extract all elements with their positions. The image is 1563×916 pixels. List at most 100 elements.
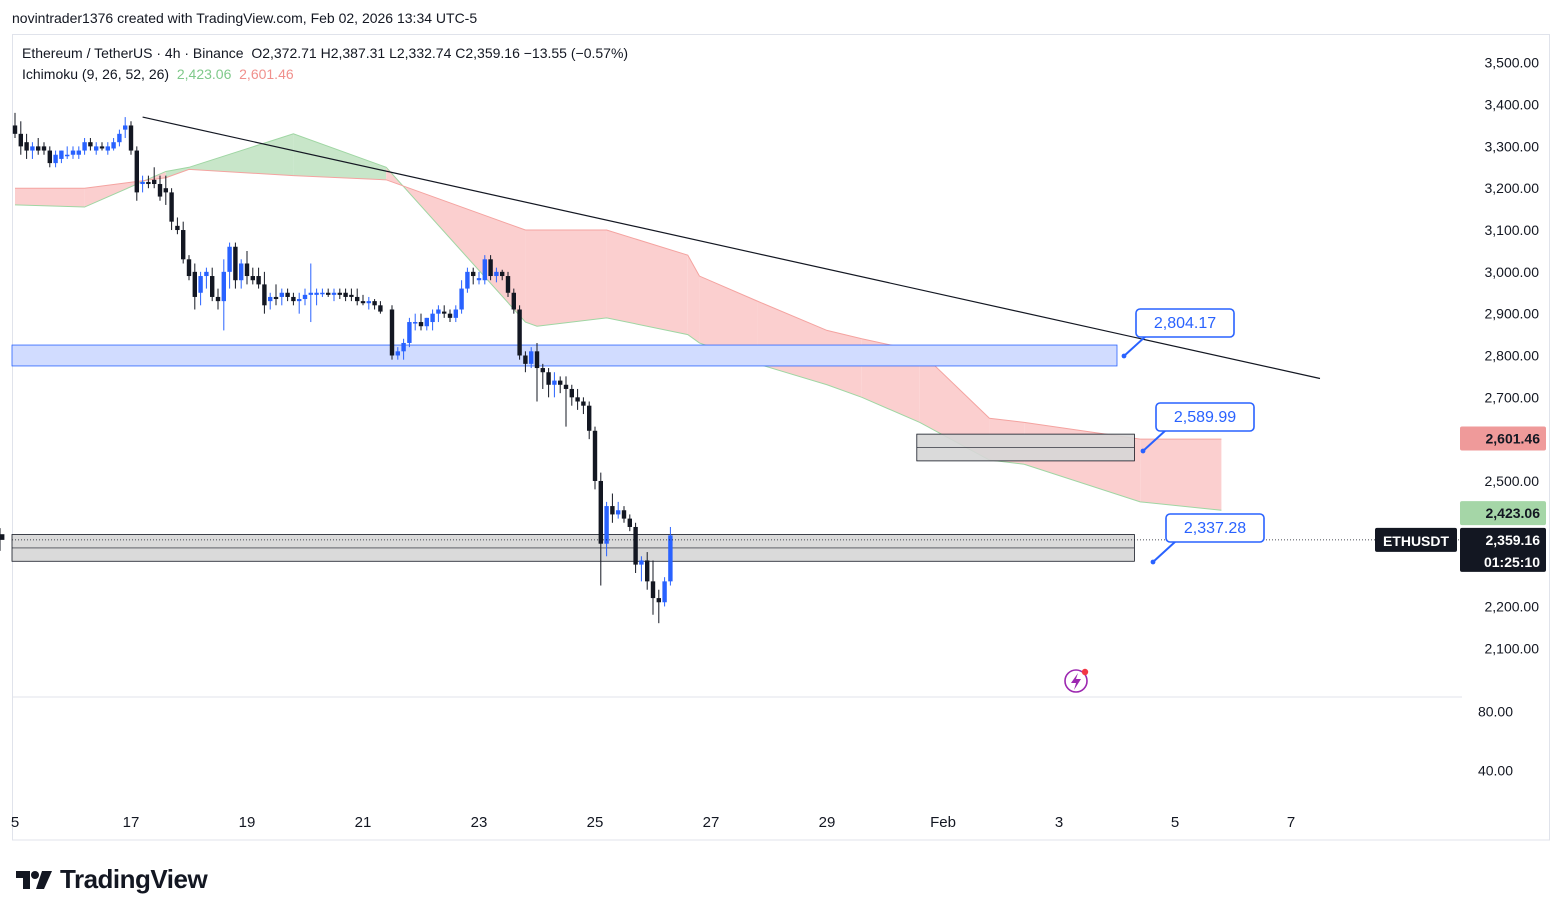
candle-up (494, 271, 499, 277)
candle-down (291, 296, 296, 302)
candle-down (215, 296, 221, 302)
candle-up (30, 146, 35, 151)
candle-up (198, 276, 203, 293)
time-axis-label: 19 (239, 814, 256, 831)
candle-down (192, 271, 197, 297)
candle-down (210, 276, 215, 297)
candle-down (256, 276, 261, 285)
callout-label: 2,804.17 (1154, 315, 1216, 332)
candle-down (378, 305, 383, 312)
candle-up (53, 154, 58, 164)
candle-down (389, 309, 395, 356)
tradingview-logo-text: TradingView (60, 864, 208, 894)
candle-up (279, 292, 284, 297)
candle-down (326, 292, 331, 295)
candle-up (453, 309, 458, 318)
candle-down (157, 184, 163, 197)
symbol-tag (1375, 527, 1457, 552)
candle-down (134, 150, 139, 193)
callout-label: 2,337.28 (1184, 520, 1246, 537)
candle-up (314, 292, 319, 295)
callout-pointer (1152, 540, 1177, 563)
candle-up (604, 506, 609, 544)
price-axis-label: 2,100.00 (1485, 640, 1540, 656)
legend-symbol-row[interactable]: Ethereum / TetherUS · 4h · Binance O2,37… (22, 45, 628, 61)
price-tag (1460, 501, 1546, 526)
candle-down (186, 259, 192, 277)
time-axis-label: 27 (703, 814, 720, 831)
candle-down (169, 192, 174, 222)
legend-symbol[interactable]: Ethereum / TetherUS · 4h · Binance (22, 45, 244, 61)
candle-down (175, 225, 180, 231)
candle-up (123, 125, 128, 130)
candle-down (12, 125, 18, 134)
candle-up (459, 288, 464, 310)
candle-down (442, 311, 447, 314)
price-axis-label: 3,000.00 (1485, 264, 1540, 280)
ichimoku-cloud-segment (537, 230, 607, 327)
ichimoku-cloud-segment (189, 133, 294, 176)
ichimoku-cloud-segment (15, 188, 85, 208)
candle-down (546, 372, 551, 385)
ichimoku-cloud-segment (525, 230, 537, 327)
candle-down (273, 296, 279, 300)
price-tag-label: 2,359.16 (1486, 532, 1541, 548)
candle-up (529, 351, 534, 364)
candle-down (633, 526, 638, 565)
time-axis-label: 5 (1171, 814, 1179, 831)
candle-up (94, 146, 99, 151)
candle-down (244, 263, 250, 277)
candle-up (308, 292, 313, 295)
price-axis-label: 3,100.00 (1485, 222, 1540, 238)
callout-anchor-dot (1150, 559, 1156, 565)
legend-indicator-value-1: 2,423.06 (176, 66, 232, 82)
candle-down (250, 276, 255, 281)
callout-box (1135, 308, 1235, 338)
candle-up (204, 271, 209, 277)
price-tag (1460, 527, 1546, 572)
countdown-label: 01:25:10 (1484, 554, 1540, 570)
candle-up (111, 142, 116, 149)
candle-down (523, 355, 528, 364)
candle-up (227, 246, 232, 272)
candle-up (59, 150, 64, 159)
callout-anchor-dot (1121, 353, 1127, 359)
candle-down (627, 518, 632, 527)
candle-up (413, 322, 418, 324)
candle-down (233, 246, 238, 281)
legend-indicator[interactable]: Ichimoku (9, 26, 52, 26) (22, 66, 170, 82)
candle-down (181, 230, 186, 260)
callout-pointer (1123, 335, 1147, 357)
candle-up (76, 150, 81, 155)
candle-up (82, 142, 87, 151)
candle-down (650, 581, 656, 599)
lightning-glyph-icon (1071, 673, 1081, 690)
candle-down (36, 146, 41, 151)
time-axis-label: 17 (123, 814, 140, 831)
price-axis-label: 3,300.00 (1485, 138, 1540, 154)
candle-up (70, 150, 76, 155)
candle-down (88, 142, 93, 147)
candle-down (447, 313, 453, 318)
candle-up (424, 317, 429, 327)
candle-down (0, 534, 5, 540)
price-tag-label: 2,601.46 (1486, 431, 1541, 447)
legend-indicator-value-2: 2,601.46 (239, 66, 294, 82)
candle-up (407, 322, 412, 343)
tradingview-logo[interactable]: TradingView (16, 864, 208, 895)
volume-axis-label: 80.00 (1478, 704, 1513, 720)
candle-down (285, 292, 290, 297)
ichimoku-cloud-segment (1140, 439, 1222, 511)
candle-down (18, 133, 23, 147)
time-axis-label: 29 (819, 814, 836, 831)
legend-indicator-row[interactable]: Ichimoku (9, 26, 52, 26) 2,423.06 2,601.… (22, 66, 294, 82)
candle-down (511, 292, 516, 310)
candle-down (355, 296, 360, 302)
candle-up (552, 380, 557, 385)
candle-down (581, 401, 586, 406)
event-notification-dot (1081, 668, 1089, 676)
candle-up (117, 133, 122, 143)
price-tag (1460, 426, 1546, 451)
ichimoku-cloud-segment (919, 351, 990, 461)
